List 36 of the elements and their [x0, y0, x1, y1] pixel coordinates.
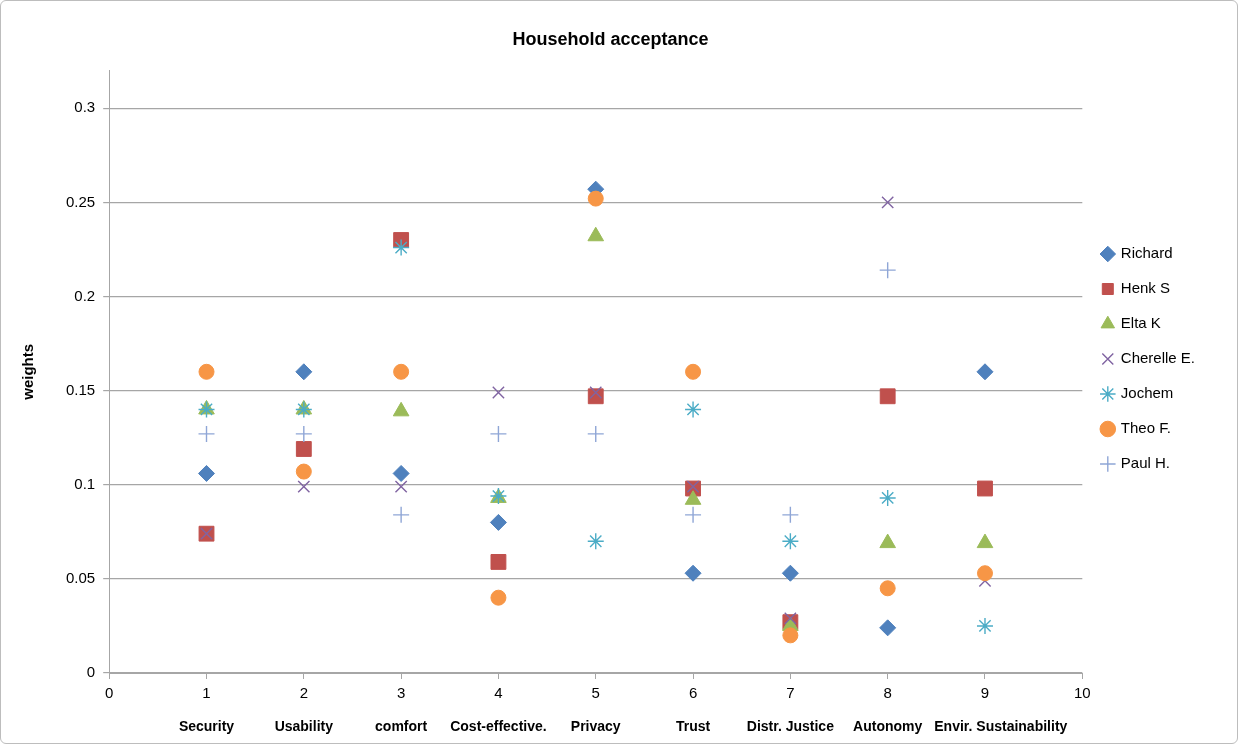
legend-label: Elta K [1120, 314, 1161, 332]
text: Distr. Justice [746, 717, 835, 734]
text: Envir. Sustainability [934, 717, 1068, 734]
x-tick-label: 2 [299, 684, 308, 702]
x-tick-label: 4 [494, 684, 503, 702]
y-tick-label: 0.1 [74, 474, 96, 492]
x-tick-label: 1 [202, 684, 211, 702]
y-tick-label: 0.05 [65, 569, 96, 587]
y-tick-label: 0.3 [74, 98, 96, 116]
y-axis-title: weights [19, 343, 37, 401]
text: Privacy [570, 717, 621, 734]
legend-label: Cherelle E. [1120, 349, 1195, 367]
y-tick-label: 0.2 [74, 286, 96, 304]
x-tick-label: 5 [591, 684, 600, 702]
legend-label: Jochem [1120, 384, 1174, 402]
y-tick-label: 0 [86, 663, 96, 681]
x-tick-label: 8 [883, 684, 892, 702]
x-tick-label: 9 [980, 684, 990, 702]
x-tick-label: 10 [1073, 684, 1091, 702]
y-tick-label: 0.25 [65, 192, 96, 210]
legend-label: Theo F. [1120, 419, 1171, 437]
x-tick-label: 3 [396, 684, 406, 702]
x-tick-label: 6 [688, 684, 698, 702]
x-tick-label: 0 [105, 684, 114, 702]
chart-title: Household acceptance [512, 28, 709, 49]
x-tick-label: 7 [786, 684, 795, 702]
text: comfort [375, 717, 428, 734]
text: Trust [675, 717, 711, 734]
legend-label: Paul H. [1120, 454, 1170, 472]
text: Usability [274, 717, 334, 734]
text: Security [178, 717, 235, 734]
legend-label: Henk S [1120, 279, 1170, 297]
text: Cost-effective. [450, 717, 547, 734]
text: Autonomy [853, 717, 923, 734]
y-tick-label: 0.15 [65, 380, 96, 398]
legend-label: Richard [1120, 244, 1173, 262]
